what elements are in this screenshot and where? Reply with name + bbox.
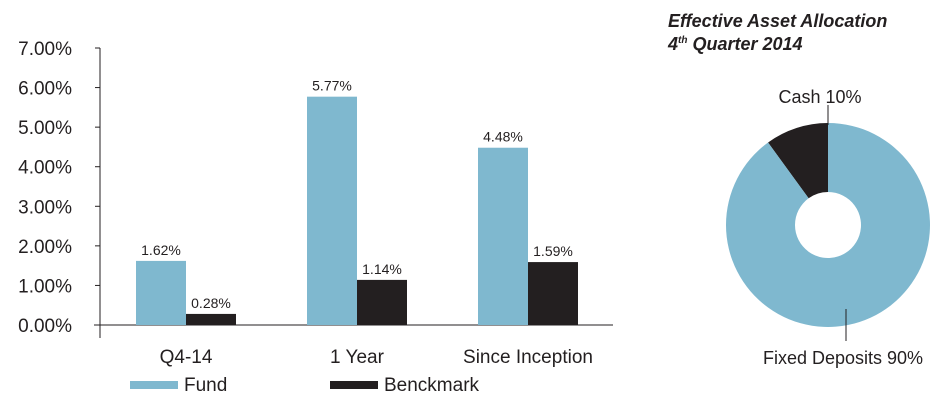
bar-data-label: 0.28% (191, 295, 231, 311)
y-tick-label: 2.00% (18, 237, 72, 258)
y-tick-label: 1.00% (18, 276, 72, 297)
bar-benchmark (357, 279, 407, 325)
bar-data-label: 1.59% (533, 243, 573, 259)
bar-data-label: 1.62% (141, 242, 181, 258)
y-tick-label: 6.00% (18, 79, 72, 100)
y-tick-label: 0.00% (18, 316, 72, 337)
pie-title-line2: 4th Quarter 2014 (668, 33, 887, 56)
bar-fund (136, 260, 186, 325)
legend-label-fund: Fund (184, 375, 227, 394)
bar-fund (478, 147, 528, 325)
y-tick-label: 5.00% (18, 118, 72, 139)
bar-fund (307, 96, 357, 326)
pie-title-quarter-number: 4 (668, 34, 679, 54)
bar-benchmark (186, 313, 236, 325)
x-category-label: Q4-14 (160, 347, 213, 368)
pie-title-line1: Effective Asset Allocation (668, 11, 888, 31)
x-category-label: 1 Year (330, 347, 385, 368)
bar-data-label: 1.14% (362, 261, 402, 277)
bar-data-label: 4.48% (483, 129, 523, 145)
legend-swatch-fund (130, 381, 178, 389)
pie-title-quarter-text: Quarter 2014 (687, 34, 803, 54)
pie-slice-cash (768, 123, 828, 199)
bar-data-label: 5.77% (312, 78, 352, 94)
bar-benchmark (528, 262, 578, 325)
pie-slice-fixed-deposits (726, 123, 931, 327)
pie-label-fixed-deposits: Fixed Deposits 90% (763, 348, 923, 368)
pie-chart-title: Effective Asset Allocation 4th Quarter 2… (668, 10, 887, 56)
x-category-label: Since Inception (463, 347, 593, 368)
y-tick-label: 3.00% (18, 197, 72, 218)
y-tick-label: 4.00% (18, 158, 72, 179)
y-tick-label: 7.00% (18, 39, 72, 60)
pie-label-cash: Cash 10% (778, 87, 861, 107)
legend-label-benchmark: Benckmark (384, 375, 480, 394)
pie-title-ordinal-suffix: th (678, 35, 688, 46)
legend-swatch-benchmark (330, 381, 378, 389)
